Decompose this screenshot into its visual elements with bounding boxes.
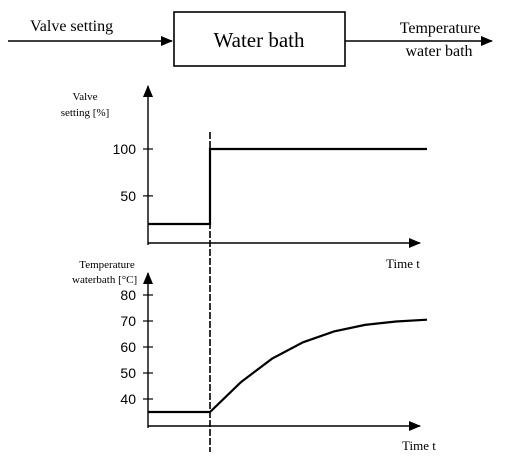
temp-ylabel-line1: Temperature [79,259,135,271]
temp-tick-label-50: 50 [120,365,136,381]
valve-ylabel-line1: Valve [72,91,97,103]
valve-chart: Valve setting [%] 50 100 Time t [61,85,427,271]
valve-tick-label-50: 50 [120,188,136,204]
temperature-chart: Temperature waterbath [°C] 40 50 60 70 80 Ti… [72,259,436,453]
output-label-line1: Temperature [400,20,481,37]
temperature-series-line [148,318,428,414]
valve-series-line [148,147,427,226]
input-label: Valve setting [30,18,113,35]
valve-ylabel-line2: setting [%] [61,107,110,119]
block-diagram: Valve setting Water bath Temperature wat… [8,11,493,67]
valve-tick-label-100: 100 [113,141,137,157]
temp-tick-label-80: 80 [120,287,136,303]
water-bath-block-label: Water bath [213,28,305,52]
temp-tick-label-60: 60 [120,339,136,355]
water-bath-block [173,11,346,67]
temp-tick-label-70: 70 [120,313,136,329]
output-label-line2: water bath [405,43,472,60]
valve-xlabel: Time t [386,256,420,271]
temp-tick-label-40: 40 [120,391,136,407]
temp-xlabel: Time t [402,438,436,453]
temp-ylabel-line2: waterbath [°C] [72,274,137,286]
